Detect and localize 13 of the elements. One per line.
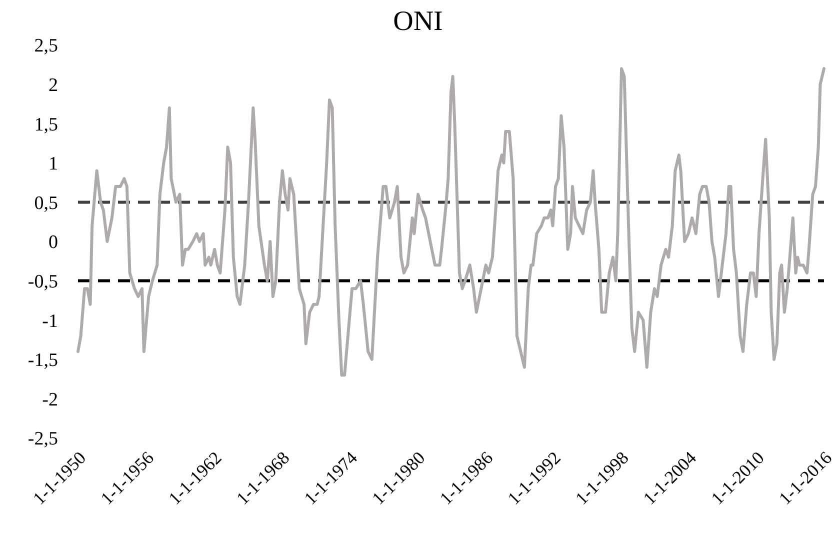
y-tick-label: 1,5 bbox=[34, 114, 58, 136]
y-tick-label: 0 bbox=[48, 232, 58, 254]
y-tick-label: -2 bbox=[42, 389, 58, 410]
y-tick-label: 2,5 bbox=[34, 36, 58, 57]
y-tick-label: 2 bbox=[48, 74, 58, 96]
y-tick-label: -1,5 bbox=[28, 350, 58, 372]
y-tick-label: -1 bbox=[42, 310, 58, 332]
y-tick-label: -0,5 bbox=[28, 271, 58, 292]
y-tick-label: 1 bbox=[48, 154, 58, 175]
chart-title: ONI bbox=[393, 6, 443, 37]
y-tick-label: 0,5 bbox=[34, 192, 58, 214]
line-series bbox=[76, 67, 826, 377]
y-tick-label: -2,5 bbox=[28, 428, 58, 450]
